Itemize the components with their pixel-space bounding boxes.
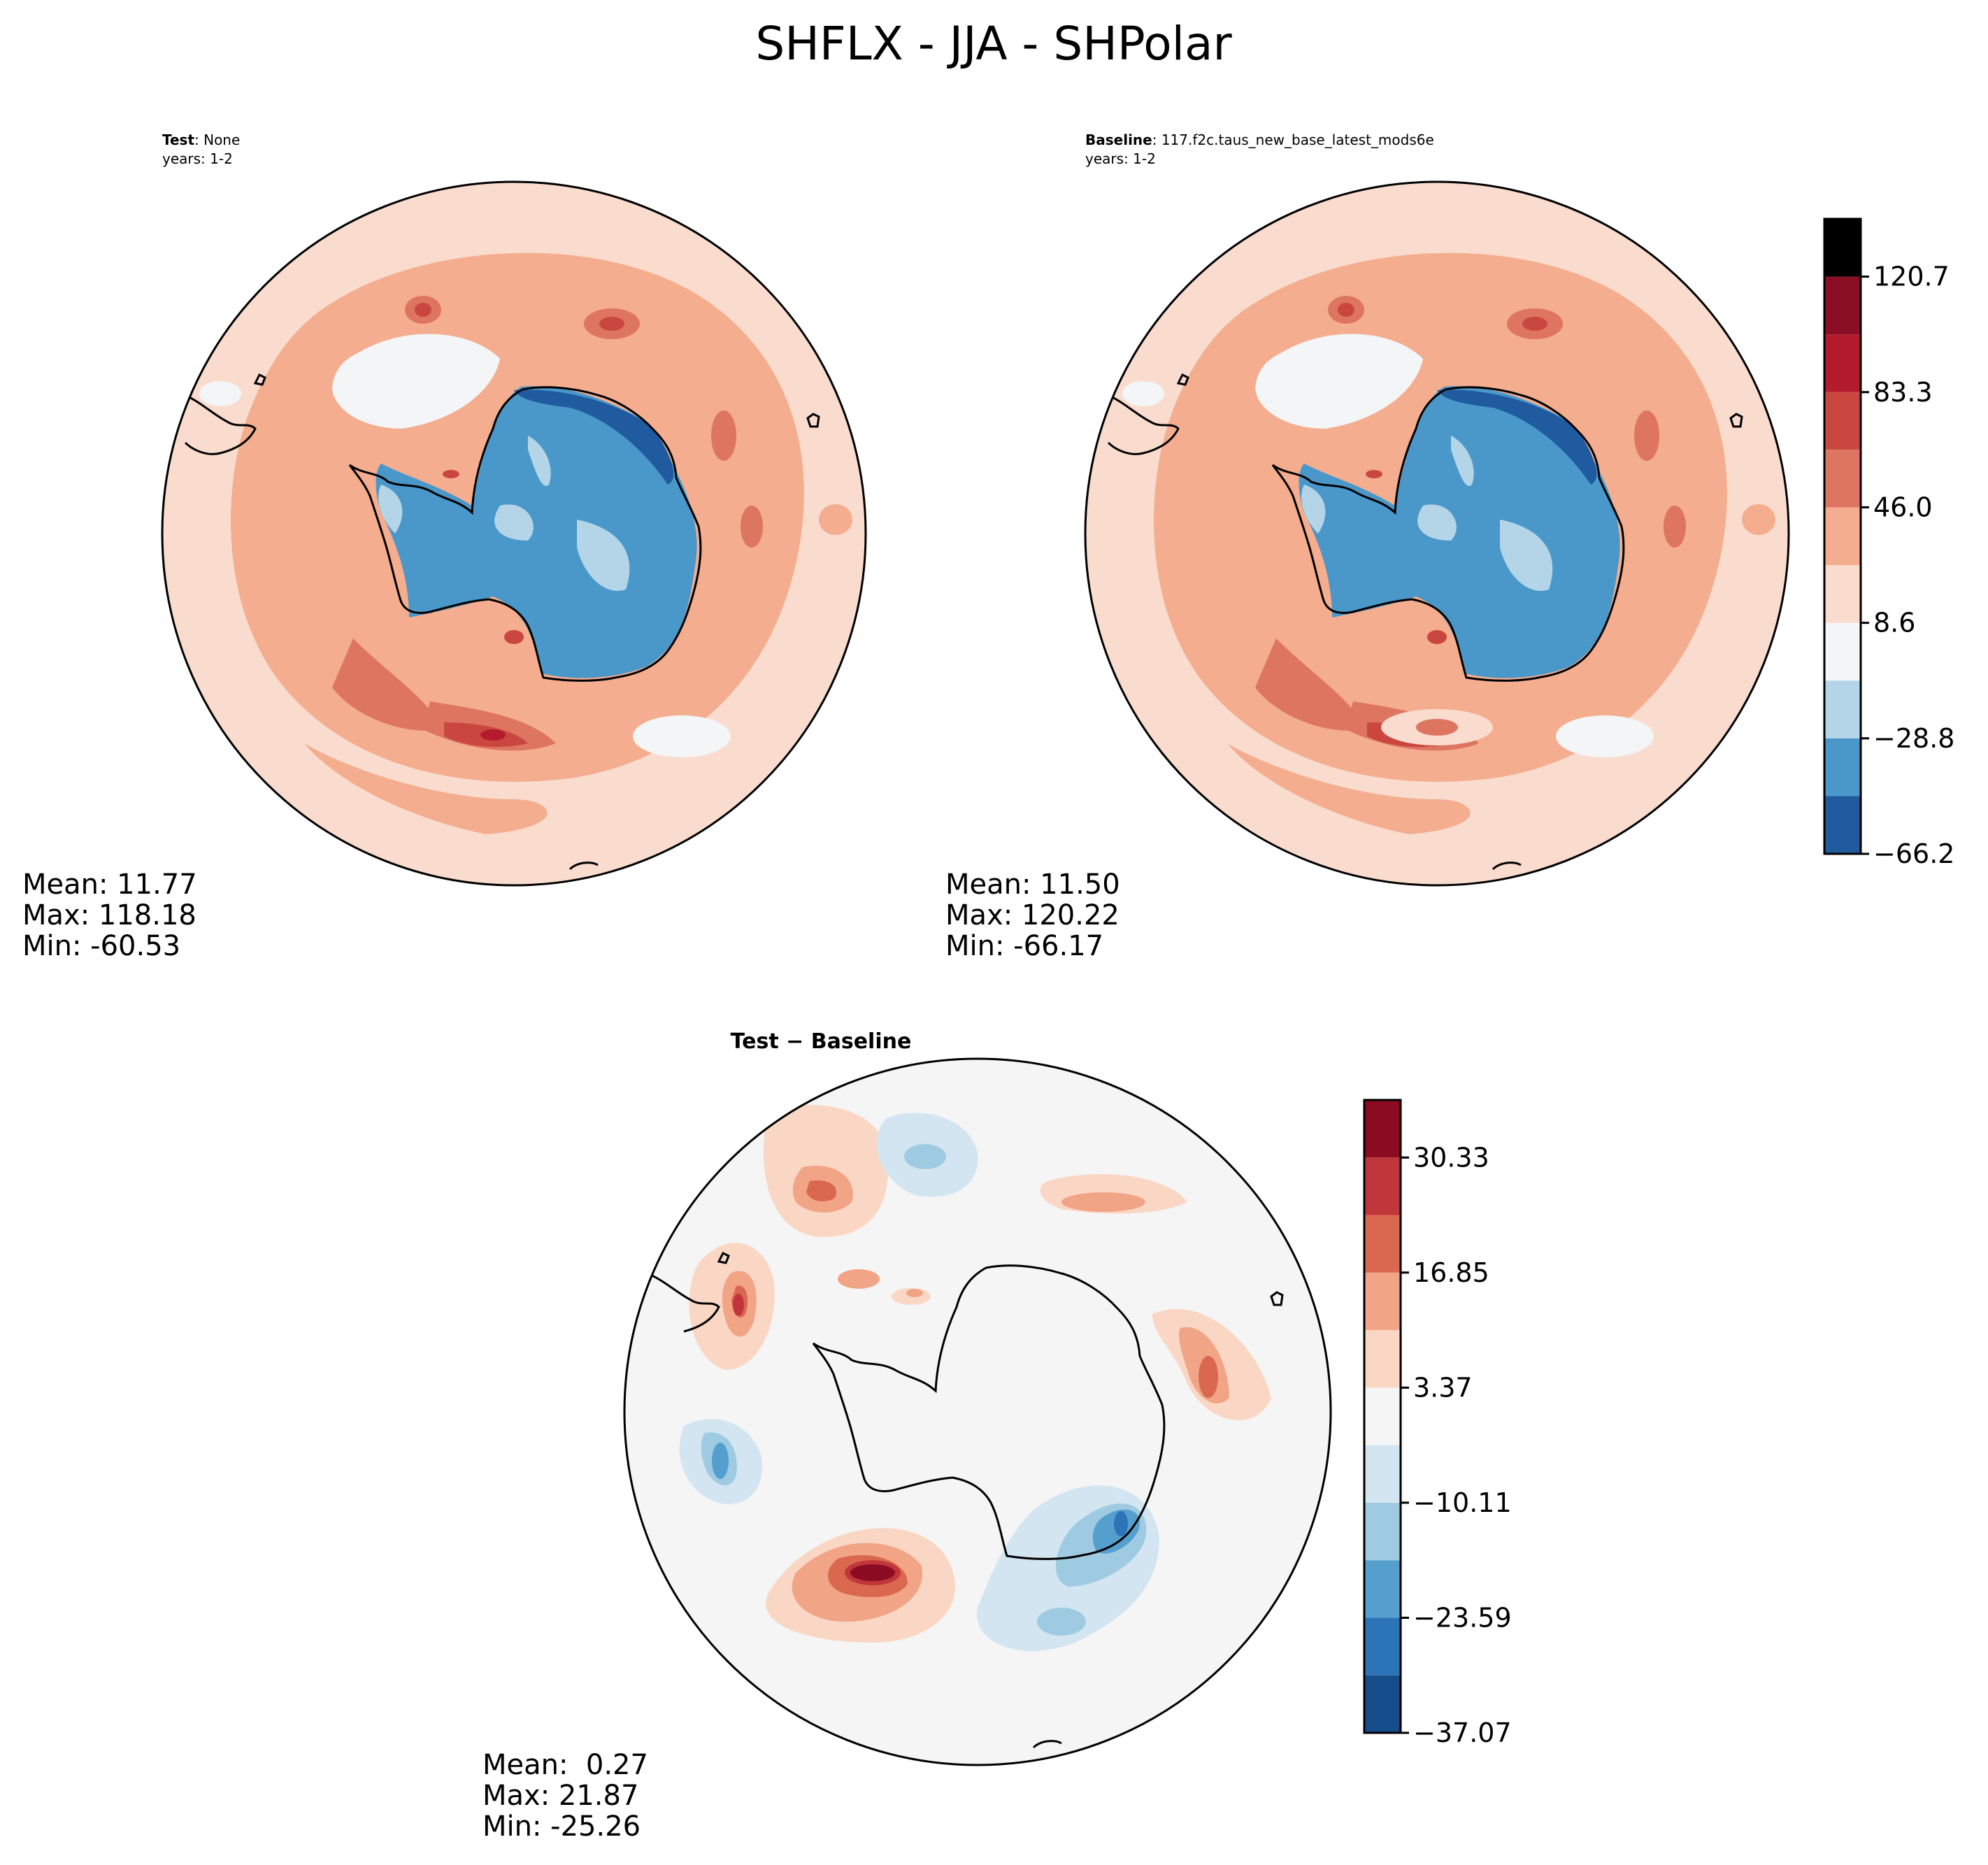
abs-colorbar-segment [1824,334,1861,392]
test-panel: Test: None years: 1-2 Mean: 11.77 Max: 1… [22,131,867,962]
baseline-label: Baseline [1085,131,1152,148]
abs-colorbar-segment [1824,507,1861,566]
baseline-case-name: : 117.f2c.taus_new_base_latest_mods6e [1152,131,1434,148]
test-mean: Mean: 11.77 [22,869,197,901]
diff-colorbar-segment [1364,1272,1401,1331]
test-panel-header: Test: None [162,131,240,148]
test-years: years: 1-2 [162,150,233,167]
baseline-mean: Mean: 11.50 [945,869,1120,901]
baseline-panel: Baseline: 117.f2c.taus_new_base_latest_m… [945,131,1790,962]
abs-colorbar-segment [1824,392,1861,450]
abs-colorbar-tick-label: 8.6 [1873,608,1915,638]
diff-colorbar-segment [1364,1445,1401,1503]
diff-colorbar-segment [1364,1675,1401,1733]
abs-colorbar-segment [1824,796,1861,854]
abs-colorbar-segment [1824,680,1861,738]
abs-colorbar: −66.2 −28.8 8.6 46.0 83.3 120.7 [1823,217,1954,869]
baseline-panel-header: Baseline: 117.f2c.taus_new_base_latest_m… [1085,131,1434,148]
diff-colorbar-tick-label: −23.59 [1413,1602,1512,1633]
abs-colorbar-segment [1824,449,1861,508]
baseline-max: Max: 120.22 [945,899,1120,931]
diff-colorbar-segment [1364,1157,1401,1215]
diff-colorbar-tick-label: −37.07 [1413,1717,1512,1748]
diff-min: Min: -25.26 [482,1810,641,1843]
diff-max: Max: 21.87 [482,1780,638,1812]
test-map [162,182,866,885]
diff-colorbar-segment [1364,1617,1401,1675]
diff-colorbar-tick-label: −10.11 [1413,1487,1512,1518]
abs-colorbar-segment [1824,219,1861,277]
diff-colorbar-segment [1364,1502,1401,1561]
diff-panel: Test − Baseline Mean: 0.27 Max: 21.87 Mi… [482,1029,1332,1843]
figure-title: SHFLX - JJA - SHPolar [755,17,1232,71]
abs-colorbar-tick-label: −66.2 [1873,838,1954,869]
diff-colorbar-tick-label: 16.85 [1413,1257,1489,1288]
diff-colorbar: −37.07 −23.59 −10.11 3.37 16.85 30.33 [1363,1099,1512,1748]
diff-colorbar-segment [1364,1330,1401,1388]
abs-colorbar-tick-label: 46.0 [1873,492,1933,522]
abs-colorbar-segment [1824,565,1861,623]
abs-colorbar-tick-label: −28.8 [1873,723,1954,754]
abs-colorbar-segment [1824,738,1861,796]
diff-colorbar-frame [1363,1099,1402,1734]
diff-colorbar-segment [1364,1215,1401,1273]
test-min: Min: -60.53 [22,930,180,962]
abs-colorbar-tick-label: 83.3 [1873,377,1933,408]
test-max: Max: 118.18 [22,899,196,931]
abs-colorbar-segment [1824,622,1861,681]
diff-map [624,1059,1331,1765]
baseline-years: years: 1-2 [1085,150,1156,167]
test-case-name: : None [194,131,240,148]
abs-colorbar-segment [1824,276,1861,335]
baseline-map-boundary [1084,180,1790,887]
diff-colorbar-segment [1364,1560,1401,1618]
abs-colorbar-frame [1823,217,1862,855]
diff-mean: Mean: 0.27 [482,1749,648,1781]
diff-colorbar-tick-label: 30.33 [1413,1142,1489,1173]
diff-map-boundary [623,1057,1332,1766]
diff-colorbar-tick-label: 3.37 [1413,1372,1473,1403]
baseline-min: Min: -66.17 [945,930,1103,962]
abs-colorbar-tick-label: 120.7 [1873,262,1950,292]
test-label: Test [162,131,194,148]
diff-colorbar-segment [1364,1387,1401,1445]
diff-label: Test − Baseline [731,1029,912,1054]
diff-colorbar-segment [1364,1100,1401,1158]
baseline-map [1085,182,1789,885]
test-map-boundary [161,180,867,887]
